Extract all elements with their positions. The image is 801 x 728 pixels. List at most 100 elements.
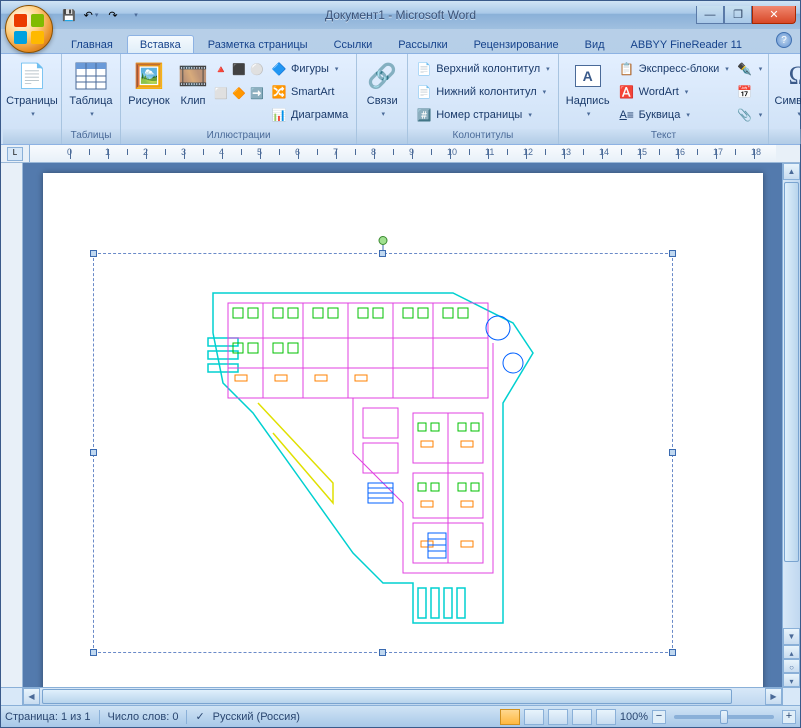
prev-page-button[interactable]: ▴ [783,645,800,659]
view-web-layout[interactable] [548,709,568,725]
scroll-right-button[interactable]: ▶ [765,688,782,705]
footer-icon: 📄 [416,84,432,100]
tab-home[interactable]: Главная [59,36,125,53]
zoom-slider[interactable] [674,715,774,719]
textbox-button[interactable]: A Надпись ▾ [563,56,613,126]
footer-label: Нижний колонтитул [436,86,536,98]
quickparts-button[interactable]: 📋Экспресс-блоки▾ [615,58,733,80]
office-logo-icon [14,14,44,44]
resize-handle-n[interactable] [379,250,386,257]
tab-references[interactable]: Ссылки [322,36,385,53]
qat-undo[interactable]: ↶▾ [81,5,101,25]
table-button[interactable]: Таблица ▾ [66,56,116,126]
resize-handle-se[interactable] [669,649,676,656]
mini-shape-3[interactable]: ⚪ [249,58,265,80]
tab-review[interactable]: Рецензирование [462,36,571,53]
chart-label: Диаграмма [291,109,348,121]
link-icon: 🔗 [366,60,398,92]
object-button[interactable]: 📎▾ [735,104,765,126]
pages-button[interactable]: 📄 Страницы ▾ [7,56,57,126]
scroll-left-button[interactable]: ◀ [23,688,40,705]
maximize-button[interactable]: ❐ [724,6,752,24]
mini-shape-2[interactable]: ⬛ [231,58,247,80]
qat-redo[interactable]: ↷ [103,5,123,25]
next-page-button[interactable]: ▾ [783,673,800,687]
page[interactable] [43,173,763,687]
tab-abbyy[interactable]: ABBYY FineReader 11 [619,36,755,53]
office-button[interactable] [5,5,53,53]
scroll-thumb[interactable] [784,182,799,562]
document-viewport[interactable] [23,163,782,687]
scroll-up-button[interactable]: ▲ [783,163,800,180]
picture-button[interactable]: 🖼️ Рисунок [125,56,173,126]
group-label: Таблицы [62,129,120,144]
horizontal-ruler[interactable]: L 0123456789101112131415161718 [1,145,800,163]
ribbon-tabs: Главная Вставка Разметка страницы Ссылки… [1,29,800,53]
tab-view[interactable]: Вид [573,36,617,53]
status-right: 100% − + [500,709,796,725]
close-button[interactable]: ✕ [752,6,796,24]
resize-handle-sw[interactable] [90,649,97,656]
mini-shape-1[interactable]: 🔺 [213,58,229,80]
wordart-button[interactable]: 🅰️WordArt▾ [615,81,733,103]
tab-page-layout[interactable]: Разметка страницы [196,36,320,53]
signature-button[interactable]: ✒️▾ [735,58,765,80]
resize-handle-w[interactable] [90,449,97,456]
mini-shape-4[interactable]: ⬜ [213,82,229,104]
resize-handle-e[interactable] [669,449,676,456]
qat-customize[interactable]: ▾ [125,5,145,25]
group-label: Колонтитулы [408,129,557,144]
vertical-ruler[interactable] [1,163,23,687]
rotation-handle[interactable] [379,236,388,245]
links-button[interactable]: 🔗 Связи ▾ [361,56,403,126]
status-page[interactable]: Страница: 1 из 1 [5,711,91,723]
status-words[interactable]: Число слов: 0 [108,711,179,723]
scroll-track[interactable] [783,180,800,628]
browse-object-button[interactable]: ○ [783,659,800,673]
hscroll-thumb[interactable] [42,689,732,704]
mini-shape-6[interactable]: ➡️ [249,82,265,104]
symbols-button[interactable]: Ω Символы ▾ [773,56,801,126]
chart-button[interactable]: 📊Диаграмма [267,104,352,126]
inserted-floorplan-image[interactable] [203,283,553,628]
header-button[interactable]: 📄Верхний колонтитул▾ [412,58,553,80]
chevron-down-icon: ▾ [725,65,729,73]
shapes-icon: 🔷 [271,61,287,77]
view-full-screen[interactable] [524,709,544,725]
tab-mailings[interactable]: Рассылки [386,36,459,53]
spellcheck-icon[interactable]: ✓ [195,710,204,723]
resize-handle-nw[interactable] [90,250,97,257]
horizontal-scrollbar[interactable]: ◀ ▶ [23,688,782,705]
status-language[interactable]: Русский (Россия) [213,711,300,723]
clip-button[interactable]: 🎞️ Клип [175,56,211,126]
status-zoom[interactable]: 100% [620,711,648,723]
zoom-in-button[interactable]: + [782,710,796,724]
resize-handle-s[interactable] [379,649,386,656]
tab-selector[interactable]: L [7,147,23,161]
smartart-button[interactable]: 🔀SmartArt [267,81,352,103]
table-label: Таблица [69,95,112,107]
view-outline[interactable] [572,709,592,725]
dropcap-icon: A≡ [619,107,635,123]
shapes-button[interactable]: 🔷Фигуры▾ [267,58,352,80]
view-print-layout[interactable] [500,709,520,725]
group-tables: Таблица ▾ Таблицы [62,54,121,144]
view-draft[interactable] [596,709,616,725]
hscroll-track[interactable] [40,688,765,705]
dropcap-button[interactable]: A≡Буквица▾ [615,104,733,126]
scroll-down-button[interactable]: ▼ [783,628,800,645]
qat-save[interactable]: 💾 [59,5,79,25]
tab-insert[interactable]: Вставка [127,35,194,53]
footer-button[interactable]: 📄Нижний колонтитул▾ [412,81,553,103]
vertical-scrollbar[interactable]: ▲ ▼ ▴ ○ ▾ [782,163,800,687]
zoom-thumb[interactable] [720,710,728,724]
resize-handle-ne[interactable] [669,250,676,257]
datetime-button[interactable]: 📅 [735,81,765,103]
pagenum-button[interactable]: #️⃣Номер страницы▾ [412,104,553,126]
table-icon [75,60,107,92]
mini-shape-5[interactable]: 🔶 [231,82,247,104]
window-title: Документ1 - Microsoft Word [325,8,476,22]
minimize-button[interactable]: — [696,6,724,24]
zoom-out-button[interactable]: − [652,710,666,724]
help-button[interactable]: ? [776,32,792,48]
